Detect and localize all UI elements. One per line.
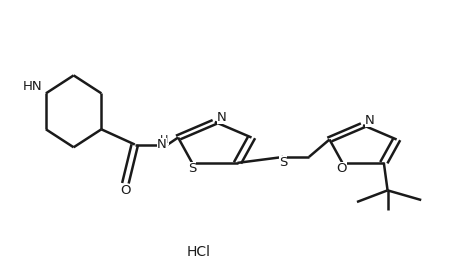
Text: N: N xyxy=(365,114,374,127)
Text: S: S xyxy=(279,156,287,169)
Text: O: O xyxy=(336,162,346,175)
Text: H: H xyxy=(160,135,169,145)
Text: HN: HN xyxy=(23,80,42,93)
Text: HCl: HCl xyxy=(186,245,211,259)
Text: O: O xyxy=(120,184,131,197)
Text: N: N xyxy=(217,111,227,124)
Text: N: N xyxy=(157,138,167,151)
Text: S: S xyxy=(188,162,196,175)
